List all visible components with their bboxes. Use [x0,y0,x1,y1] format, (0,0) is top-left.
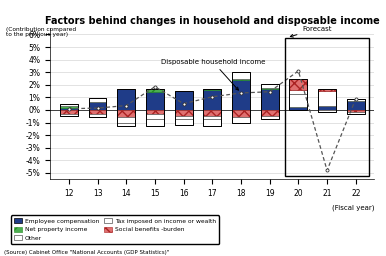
Bar [318,110,336,112]
Bar [146,89,164,92]
Bar [261,84,279,119]
Title: Factors behind changes in household and disposable income: Factors behind changes in household and … [45,16,380,26]
Bar [290,108,307,110]
Bar [347,110,365,112]
Bar [175,116,193,119]
Text: (Fiscal year): (Fiscal year) [332,204,374,211]
Text: Forecast: Forecast [290,26,332,37]
Bar [89,110,107,114]
Bar [203,110,221,116]
Bar [117,89,135,110]
Bar [146,119,164,126]
Bar [60,104,78,116]
Bar [232,72,250,79]
Bar [290,90,307,94]
Bar [232,117,250,123]
Bar [203,89,221,90]
Bar [117,117,135,123]
Bar [175,110,193,116]
Bar [175,91,193,110]
Bar [232,72,250,123]
Bar [261,89,279,110]
Bar [318,89,336,91]
Bar [203,89,221,126]
Bar [318,91,336,106]
Bar [347,112,365,114]
Bar [290,79,307,110]
Bar [60,105,78,108]
Bar [203,116,221,119]
Bar [290,94,307,107]
Bar [318,89,336,112]
Text: (Contribution compared
to the previous year): (Contribution compared to the previous y… [7,27,76,37]
Bar [89,102,107,110]
Bar [203,90,221,110]
Bar [60,104,78,105]
Bar [347,99,365,114]
Text: (Source) Cabinet Office "National Accounts (GDP Statistics)": (Source) Cabinet Office "National Accoun… [4,250,169,255]
Text: Disposable household income: Disposable household income [161,59,265,90]
Bar [347,101,365,110]
Bar [203,119,221,126]
Bar [347,99,365,101]
Bar [261,84,279,88]
Bar [261,116,279,119]
Bar [232,110,250,117]
Bar [290,79,307,90]
Bar [146,110,164,114]
Bar [290,107,307,108]
Bar [318,106,336,110]
Bar [146,89,164,126]
Bar [146,114,164,119]
Bar [232,80,250,110]
Legend: Employee compensation, Net property income, Other, Tax imposed on income or weal: Employee compensation, Net property inco… [11,215,219,244]
Bar [89,98,107,102]
Bar [175,91,193,125]
Bar [285,38,369,176]
Bar [60,110,78,114]
Bar [146,92,164,110]
Bar [60,108,78,110]
Bar [261,88,279,89]
Bar [60,114,78,116]
Bar [117,110,135,117]
Bar [261,110,279,116]
Bar [232,79,250,80]
Bar [89,98,107,117]
Bar [117,89,135,126]
Bar [117,123,135,126]
Bar [89,114,107,117]
Bar [175,119,193,125]
